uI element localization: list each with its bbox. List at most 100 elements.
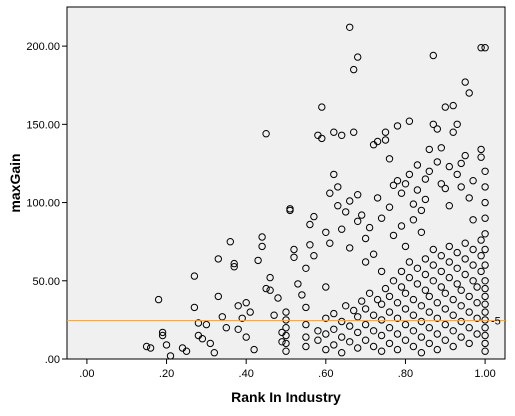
data-point	[429, 261, 437, 269]
data-point	[373, 194, 382, 202]
data-point	[409, 342, 418, 351]
data-point	[342, 302, 350, 310]
data-point	[429, 277, 437, 285]
data-point	[417, 206, 426, 215]
data-point	[397, 267, 406, 276]
data-point	[437, 252, 445, 260]
data-point	[346, 244, 354, 252]
data-point	[206, 339, 215, 348]
data-point	[330, 309, 338, 318]
data-point	[226, 238, 235, 246]
data-point	[346, 338, 354, 346]
data-point	[338, 131, 346, 140]
data-point	[361, 258, 370, 266]
data-point	[457, 286, 465, 294]
data-point	[469, 216, 477, 224]
data-point	[461, 270, 469, 279]
data-point	[469, 277, 477, 285]
data-point	[318, 103, 326, 111]
data-point	[437, 180, 445, 188]
data-point	[373, 137, 382, 146]
data-point	[377, 316, 386, 324]
data-point	[190, 272, 199, 280]
data-point	[234, 325, 242, 333]
y-axis-ticks: .00 50.00 100.00 150.00 200.00	[26, 41, 67, 366]
data-point	[465, 194, 473, 202]
data-point	[421, 255, 430, 263]
data-point	[409, 327, 418, 335]
data-point	[361, 320, 370, 329]
data-point	[154, 295, 163, 304]
data-point	[361, 305, 370, 313]
data-point	[385, 155, 394, 163]
data-point	[421, 270, 430, 279]
data-point	[425, 339, 433, 348]
y-tick-label: 200.00	[26, 41, 60, 53]
data-point	[222, 324, 231, 332]
data-point	[417, 228, 426, 237]
data-point	[393, 299, 402, 307]
data-point	[234, 302, 242, 310]
data-point	[377, 300, 386, 308]
data-point	[473, 314, 481, 322]
data-point	[453, 120, 461, 129]
data-point	[338, 317, 346, 326]
data-point	[425, 324, 433, 332]
data-point	[334, 202, 342, 210]
data-point	[194, 319, 203, 327]
data-point	[449, 311, 457, 319]
data-point	[461, 151, 469, 160]
data-point	[481, 316, 489, 324]
data-point	[441, 103, 449, 111]
data-point	[266, 286, 274, 294]
data-point	[346, 23, 354, 31]
x-tick-label: .60	[318, 368, 333, 380]
data-point	[465, 89, 473, 97]
data-point	[437, 144, 445, 152]
data-point	[350, 65, 358, 74]
data-point	[373, 295, 382, 304]
data-point	[330, 325, 338, 333]
data-point	[461, 255, 469, 263]
data-points	[142, 23, 489, 360]
data-point	[409, 200, 418, 208]
data-point	[449, 342, 457, 351]
data-point	[433, 330, 441, 338]
data-point	[473, 283, 481, 291]
data-point	[369, 342, 378, 351]
data-point	[393, 314, 402, 322]
data-point	[433, 158, 441, 166]
data-point	[441, 184, 449, 193]
data-point	[417, 333, 426, 341]
data-point	[158, 328, 167, 337]
data-point	[361, 336, 370, 344]
data-point	[262, 130, 270, 138]
data-point	[282, 316, 290, 324]
data-point	[286, 206, 294, 215]
data-point	[425, 292, 433, 301]
data-point	[242, 299, 250, 307]
data-point	[437, 283, 445, 291]
data-point	[465, 292, 473, 301]
data-point	[445, 162, 453, 171]
data-point	[481, 331, 489, 340]
data-point	[441, 320, 449, 329]
data-point	[389, 231, 398, 240]
data-point	[338, 225, 346, 233]
plot-background	[66, 6, 506, 360]
data-point	[330, 341, 338, 349]
data-point	[282, 308, 290, 316]
data-point	[166, 352, 175, 360]
data-point	[322, 228, 330, 237]
data-point	[417, 317, 426, 326]
data-point	[290, 245, 298, 254]
data-point	[354, 313, 362, 321]
data-point	[350, 306, 358, 315]
data-point	[481, 292, 489, 301]
data-point	[258, 242, 266, 251]
data-point	[365, 223, 374, 232]
data-point	[445, 202, 453, 210]
y-tick-label: 50.00	[32, 276, 60, 288]
data-point	[481, 308, 489, 316]
